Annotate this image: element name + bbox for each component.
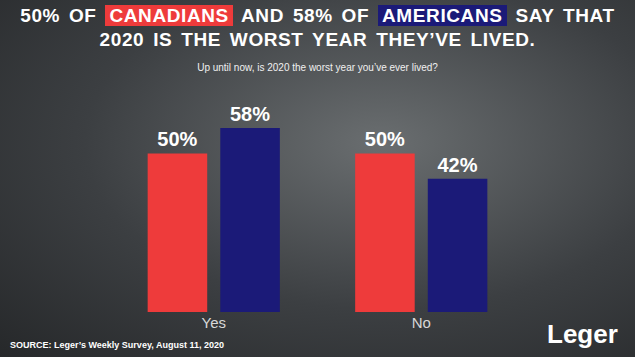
svg-text:50%: 50% (157, 128, 197, 150)
html-text:Up until now, is 2020 the wors: Up until now, is 2020 the worst year you… (197, 62, 438, 73)
svg-text:42%: 42% (437, 154, 477, 176)
svg-text:Leger: Leger (547, 319, 618, 349)
svg-text:Yes: Yes (202, 314, 226, 331)
svg-text:SOURCE: Leger’s Weekly Survey,: SOURCE: Leger’s Weekly Survey, August 11… (10, 340, 224, 350)
svg-text:No: No (412, 314, 431, 331)
svg-text:50%: 50% (365, 128, 405, 150)
svg-text:58%: 58% (230, 103, 270, 125)
html-text:50% OF CANADIANS AND 58% OF AM: 50% OF CANADIANS AND 58% OF AMERICANS SA… (20, 5, 615, 50)
